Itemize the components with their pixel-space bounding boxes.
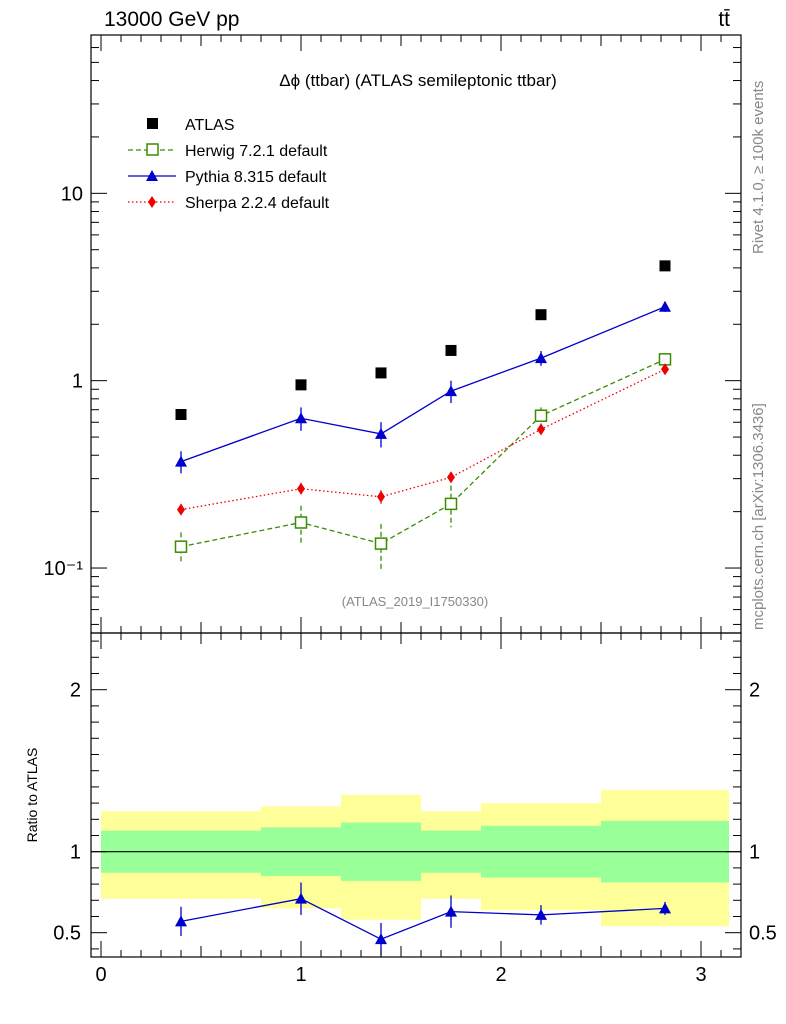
sherpa-point — [177, 503, 185, 516]
sherpa-line — [180, 368, 666, 511]
header-process-label: tt̄ — [718, 8, 730, 31]
main-plot-title: Δϕ (ttbar) (ATLAS semileptonic ttbar) — [279, 71, 557, 90]
ratio-pythia-line — [180, 898, 666, 940]
legend-herwig-label: Herwig 7.2.1 default — [185, 143, 328, 160]
atlas-point — [445, 344, 457, 356]
pythia-point — [535, 352, 547, 364]
legend-atlas-marker — [147, 118, 158, 129]
atlas-point — [535, 309, 547, 321]
ratio-y-tick-label-right: 0.5 — [749, 923, 777, 945]
atlas-point — [295, 379, 307, 391]
pythia-line — [180, 306, 666, 463]
atlas-point — [175, 408, 187, 420]
ratio-plot: 0.5 0.5 1 1 2 2 0 1 2 3 Ratio to ATLAS — [24, 632, 777, 986]
ratio-bands-layer — [91, 790, 741, 927]
rivet-label: Rivet 4.1.0, ≥ 100k events — [750, 81, 767, 254]
main-y-ticks: 10⁻¹ 1 10 — [44, 34, 742, 633]
legend-sherpa-marker — [148, 196, 156, 208]
pythia-point — [445, 385, 457, 397]
ratio-pythia-point — [295, 892, 307, 904]
pythia-point — [175, 455, 187, 467]
ratio-y-tick-label-right: 2 — [749, 680, 760, 702]
legend-pythia-marker — [146, 170, 158, 181]
ratio-pythia-point — [375, 933, 387, 945]
atlas-point — [375, 367, 387, 379]
herwig-line — [180, 358, 666, 548]
pythia-point — [375, 427, 387, 439]
analysis-tag: (ATLAS_2019_I1750330) — [342, 594, 488, 609]
legend: ATLAS Herwig 7.2.1 default Pythia 8.315 … — [128, 117, 330, 212]
legend-pythia-label: Pythia 8.315 default — [185, 169, 327, 186]
ratio-ticks: 0.5 0.5 1 1 2 2 0 1 2 3 — [53, 633, 777, 986]
sherpa-point — [447, 471, 455, 484]
sherpa-point — [377, 490, 385, 503]
ratio-pythia-point — [535, 908, 547, 920]
ratio-pythia-point — [175, 915, 187, 927]
header-collision-label: 13000 GeV pp — [104, 8, 239, 31]
legend-herwig-marker — [146, 143, 159, 156]
ratio-pythia-point — [445, 905, 457, 917]
ratio-x-tick-label: 1 — [295, 964, 306, 986]
ratio-y-tick-label-left: 0.5 — [53, 923, 81, 945]
mcplots-label: mcplots.cern.ch [arXiv:1306.3436] — [750, 403, 767, 630]
main-y-tick-label: 10⁻¹ — [44, 558, 84, 580]
herwig-point — [374, 537, 388, 550]
ratio-x-tick-label: 0 — [95, 964, 106, 986]
ratio-series-layer — [175, 882, 671, 956]
sherpa-point — [297, 482, 305, 495]
main-y-tick-label: 1 — [72, 371, 83, 393]
ratio-pythia-point — [659, 902, 671, 914]
herwig-point — [174, 540, 188, 553]
ratio-x-tick-label: 3 — [695, 964, 706, 986]
ratio-y-tick-label-left: 1 — [70, 842, 81, 864]
legend-atlas-label: ATLAS — [185, 117, 235, 134]
pythia-point — [295, 412, 307, 424]
sherpa-point — [661, 363, 669, 376]
ratio-plot-frame — [90, 632, 742, 958]
ratio-y-tick-label-right: 1 — [749, 842, 760, 864]
herwig-point — [444, 497, 458, 511]
herwig-point — [294, 516, 308, 529]
herwig-point — [658, 353, 672, 366]
ratio-x-tick-label: 2 — [495, 964, 506, 986]
ratio-ylabel: Ratio to ATLAS — [24, 748, 40, 843]
main-y-tick-label: 10 — [61, 183, 83, 205]
main-series-layer — [174, 260, 672, 570]
legend-sherpa-label: Sherpa 2.2.4 default — [185, 195, 330, 212]
pythia-point — [659, 300, 671, 312]
atlas-point — [659, 260, 671, 272]
herwig-point — [534, 409, 548, 422]
ratio-y-tick-label-left: 2 — [70, 680, 81, 702]
main-plot: 10⁻¹ 1 10 Δϕ (ttbar) (ATLAS semileptonic t… — [44, 34, 742, 634]
sherpa-point — [537, 423, 545, 436]
